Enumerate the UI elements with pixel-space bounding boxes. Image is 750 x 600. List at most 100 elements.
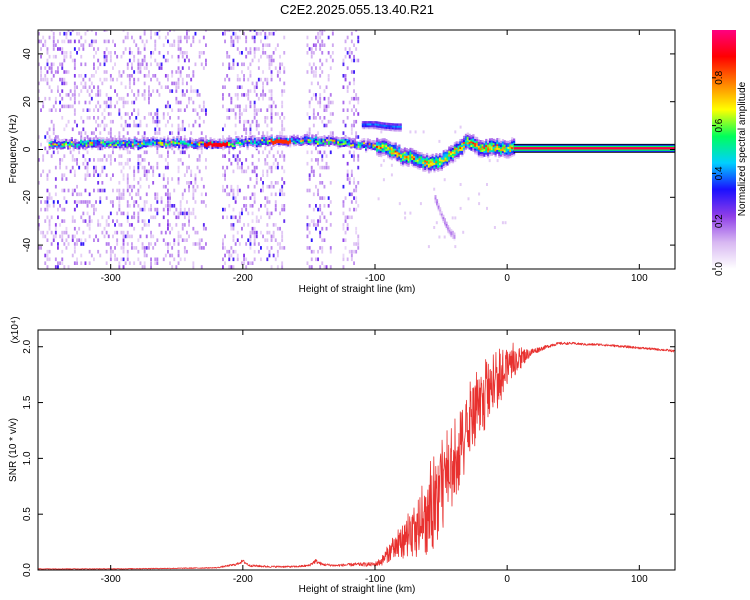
- heatmap-cell: [145, 74, 148, 78]
- heatmap-cell: [181, 81, 184, 86]
- heatmap-cell: [268, 104, 271, 109]
- heatmap-cell: [355, 96, 358, 101]
- heatmap-cell: [348, 137, 351, 140]
- heatmap-cell: [323, 89, 326, 93]
- heatmap-cell: [186, 165, 188, 170]
- heatmap-cell: [315, 257, 317, 262]
- heatmap-cell: [196, 184, 199, 189]
- heatmap-cell: [177, 81, 180, 86]
- heatmap-cell: [78, 238, 81, 242]
- heatmap-cell: [237, 141, 240, 145]
- heatmap-cell: [315, 138, 318, 141]
- heatmap-cell: [186, 169, 188, 174]
- heatmap-cell: [233, 142, 236, 146]
- heatmap-cell: [257, 131, 260, 135]
- heatmap-cell: [239, 139, 242, 142]
- heatmap-cell: [148, 246, 150, 250]
- heatmap-cell: [396, 127, 399, 130]
- heatmap-cell: [90, 43, 93, 47]
- heatmap-cell: [152, 138, 155, 141]
- heatmap-cell: [141, 93, 144, 97]
- heatmap-cell: [118, 192, 121, 197]
- heatmap-cell: [238, 30, 241, 32]
- heatmap-cell: [103, 62, 106, 67]
- heatmap-cell: [325, 58, 328, 63]
- heatmap-cell: [231, 146, 234, 149]
- heatmap-cell: [437, 169, 440, 172]
- heatmap-cell: [455, 143, 458, 146]
- heatmap-cell: [173, 30, 176, 32]
- heatmap-cell: [264, 238, 267, 242]
- heatmap-cell: [285, 135, 288, 138]
- heatmap-cell: [115, 138, 118, 141]
- heatmap-cell: [355, 143, 358, 146]
- heatmap-cell: [183, 135, 186, 139]
- heatmap-cell: [249, 47, 252, 51]
- heatmap-cell: [348, 150, 351, 155]
- heatmap-cell: [245, 47, 248, 51]
- heatmap-cell: [124, 141, 127, 144]
- heatmap-cell: [105, 173, 108, 177]
- heatmap-cell: [383, 142, 386, 145]
- heatmap-cell: [194, 89, 197, 93]
- heatmap-cell: [272, 230, 275, 235]
- heatmap-cell: [154, 145, 157, 148]
- heatmap-cell: [228, 145, 231, 148]
- heatmap-cell: [241, 261, 243, 265]
- heatmap-cell: [296, 138, 299, 141]
- heatmap-cell: [306, 43, 309, 47]
- heatmap-cell: [126, 100, 129, 105]
- heatmap-cell: [505, 142, 508, 146]
- heatmap-cell: [177, 181, 180, 185]
- heatmap-cell: [251, 230, 254, 235]
- heatmap-cell: [431, 165, 434, 168]
- heatmap-cell: [59, 261, 61, 265]
- heatmap-cell: [331, 31, 334, 36]
- heatmap-cell: [78, 192, 81, 197]
- heatmap-cell: [48, 135, 51, 139]
- heatmap-cell: [433, 156, 436, 160]
- heatmap-cell: [402, 162, 405, 165]
- heatmap-cell: [233, 140, 236, 144]
- heatmap-cell: [107, 131, 110, 135]
- heatmap-cell: [300, 139, 303, 143]
- heatmap-cell: [353, 54, 355, 59]
- heatmap-cell: [181, 192, 184, 197]
- heatmap-cell: [122, 100, 125, 105]
- heatmap-cell: [61, 77, 64, 82]
- heatmap-cell: [435, 157, 438, 160]
- heatmap-cell: [450, 158, 453, 161]
- heatmap-cell: [162, 54, 165, 59]
- heatmap-cell: [67, 145, 70, 148]
- heatmap-cell: [387, 140, 390, 143]
- heatmap-cell: [342, 200, 345, 204]
- heatmap-cell: [451, 153, 455, 156]
- heatmap-cell: [413, 163, 416, 166]
- heatmap-cell: [250, 143, 253, 146]
- heatmap-cell: [88, 219, 91, 223]
- heatmap-cell: [128, 223, 131, 227]
- heatmap-cell: [230, 246, 233, 250]
- heatmap-cell: [48, 196, 51, 200]
- heatmap-cell: [137, 161, 140, 166]
- heatmap-cell: [483, 142, 486, 146]
- heatmap-cell: [188, 96, 190, 101]
- heatmap-cell: [100, 141, 103, 144]
- heatmap-cell: [46, 204, 49, 208]
- heatmap-cell: [103, 108, 106, 112]
- heatmap-cell: [114, 257, 116, 262]
- heatmap-cell: [57, 39, 59, 44]
- heatmap-cell: [405, 149, 408, 153]
- heatmap-cell: [115, 143, 118, 147]
- heatmap-cell: [65, 140, 68, 144]
- heatmap-cell: [158, 119, 161, 124]
- heatmap-cell: [122, 246, 125, 250]
- heatmap-cell: [112, 77, 114, 82]
- heatmap-cell: [387, 128, 390, 131]
- heatmap-cell: [422, 157, 425, 161]
- heatmap-cell: [481, 142, 484, 145]
- heatmap-cell: [93, 54, 95, 59]
- heatmap-cell: [101, 230, 104, 235]
- heatmap-cell: [355, 147, 358, 150]
- heatmap-cell: [248, 143, 251, 146]
